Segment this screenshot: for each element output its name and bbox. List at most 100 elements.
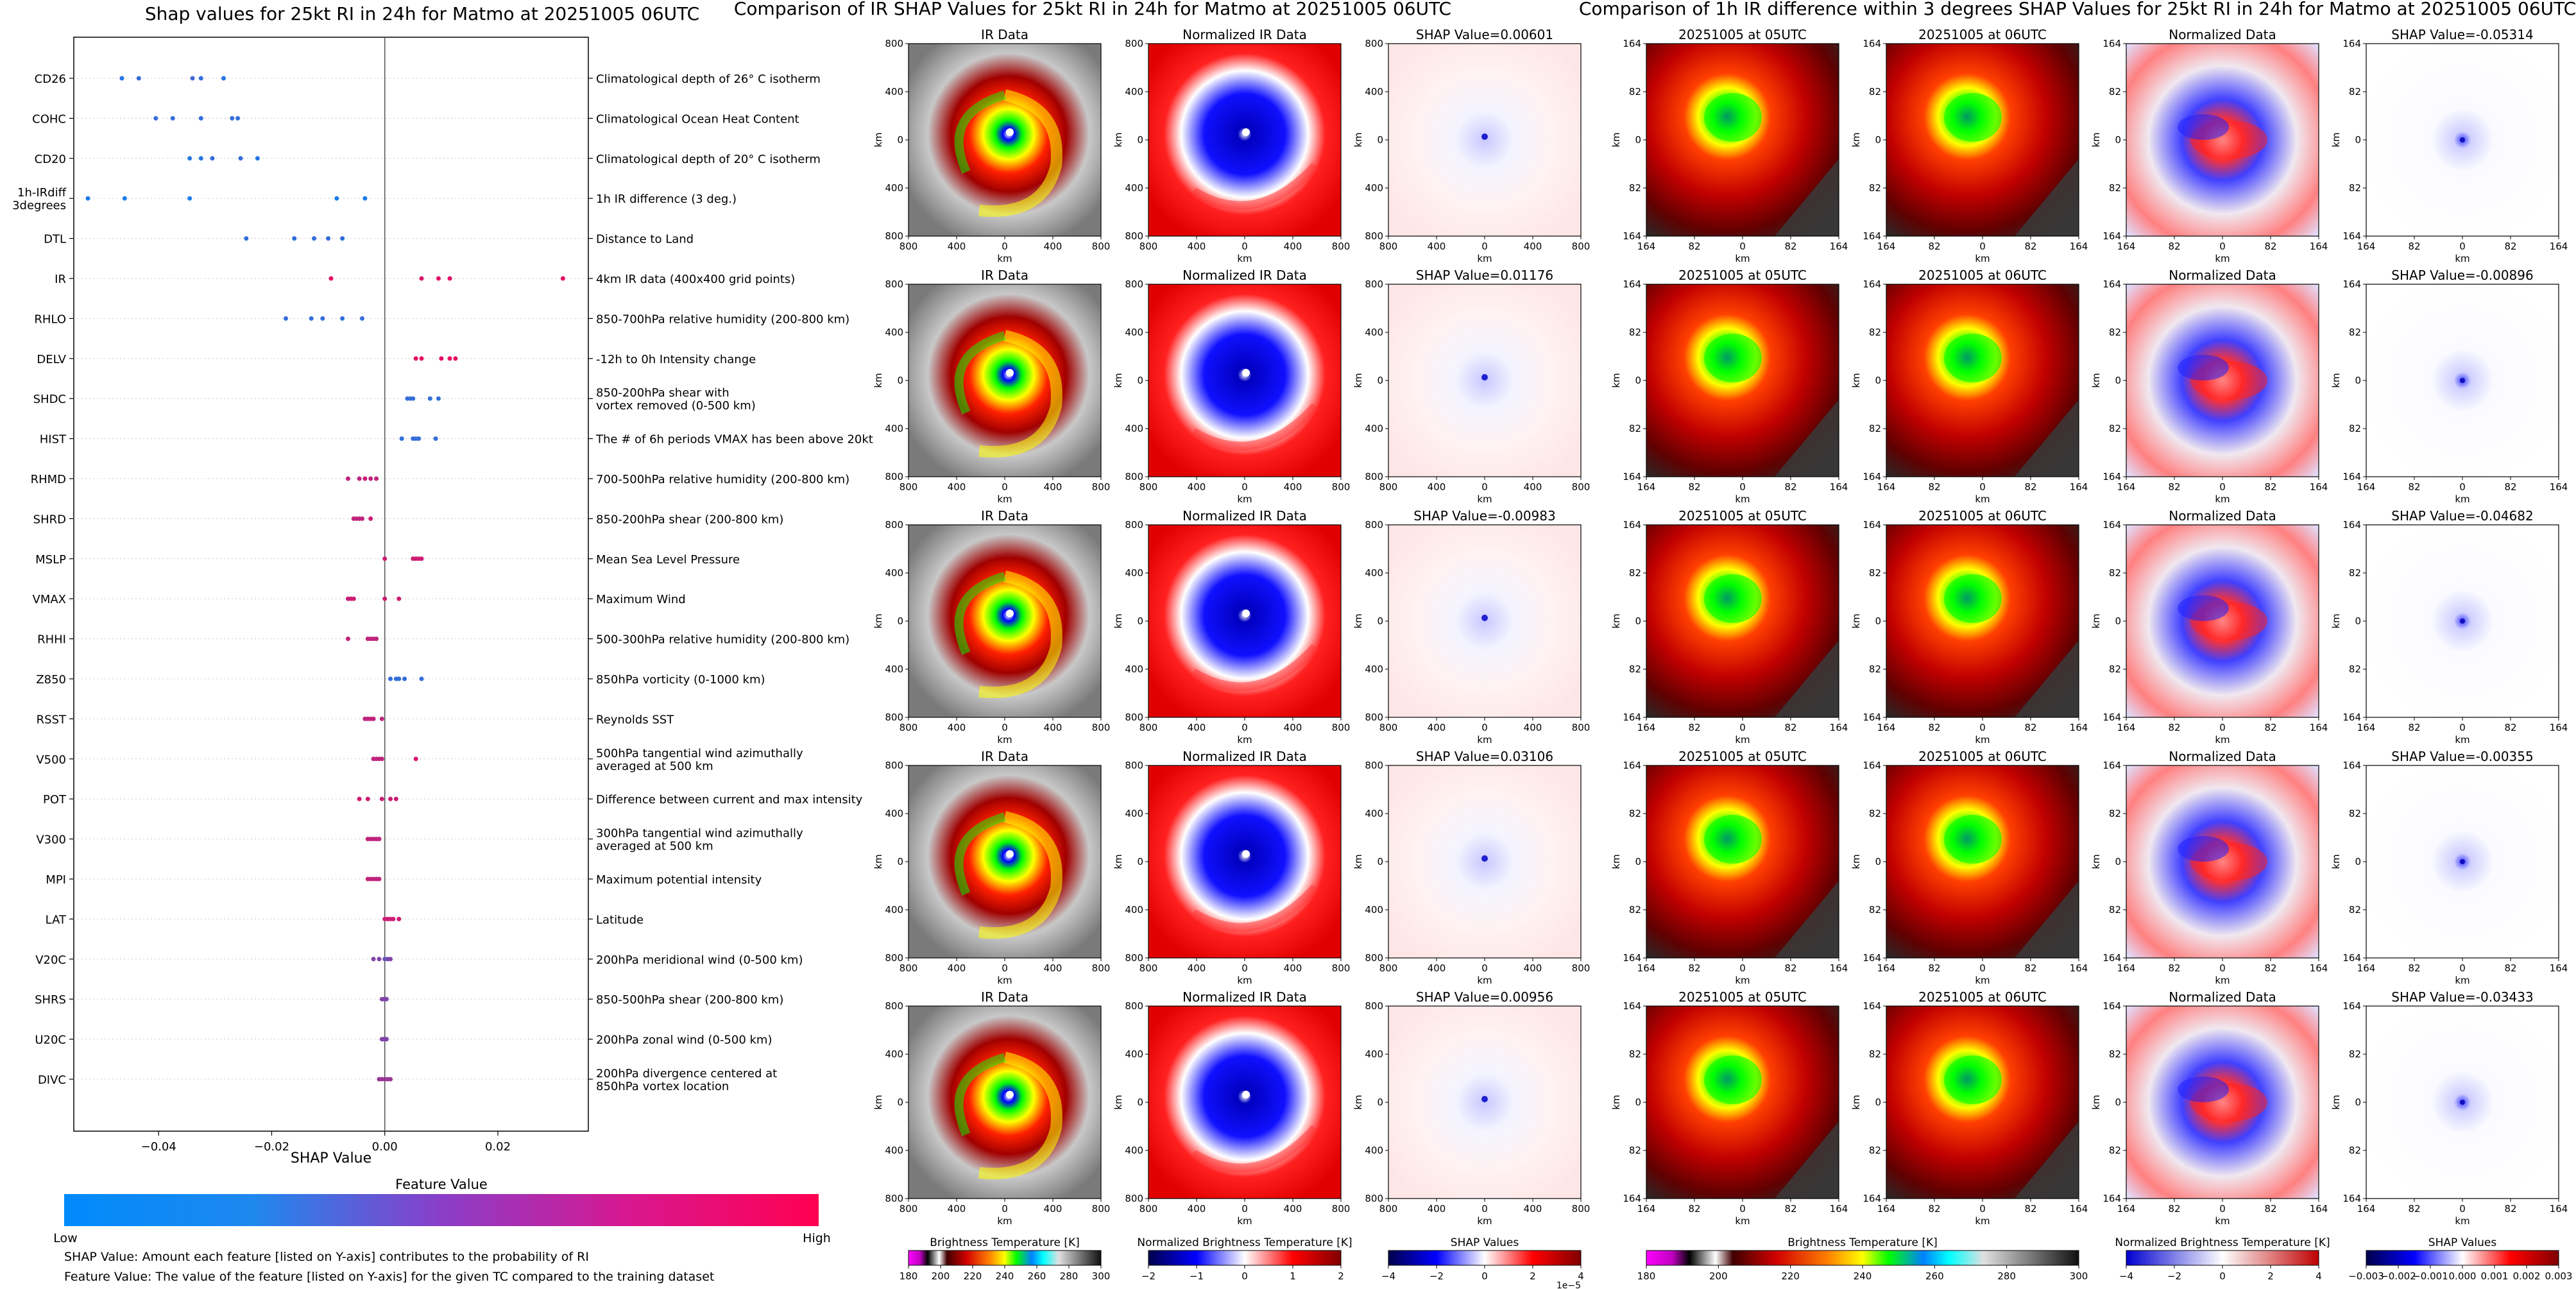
shap-point — [439, 356, 444, 361]
panel-title: Normalized IR Data — [1182, 508, 1307, 524]
panel-title: Normalized Data — [2169, 508, 2276, 524]
y-tick-label: 800 — [1125, 278, 1143, 290]
shap-point — [368, 476, 373, 481]
shap-point — [198, 156, 203, 161]
y-tick-label: 82 — [2109, 86, 2121, 98]
y-tick-label: 164 — [2342, 1193, 2361, 1204]
negative-region — [2178, 355, 2229, 380]
y-tick-label: 164 — [1623, 712, 1641, 723]
y-tick-label: 164 — [1623, 519, 1641, 531]
colorbar-tick-label: 0.000 — [2449, 1270, 2477, 1282]
x-axis-label: km — [2455, 493, 2469, 505]
shap-hotspot — [2460, 137, 2465, 142]
y-tick-label: 400 — [1125, 423, 1143, 434]
x-tick-label: 0 — [2459, 962, 2466, 974]
spiral-band — [1191, 162, 1319, 210]
colorbar-bar — [1646, 1250, 2079, 1266]
x-tick-label: 400 — [1428, 962, 1446, 974]
y-tick-label: 400 — [1125, 1048, 1143, 1060]
shap-point — [122, 196, 127, 201]
y-axis-label: km — [2090, 1095, 2102, 1109]
y-tick-label: 82 — [1629, 86, 1641, 98]
shap-point — [377, 876, 382, 882]
x-tick-label: 800 — [1332, 962, 1351, 974]
x-tick-label: 0 — [1979, 481, 1986, 493]
colorbar-tick-label: −4 — [1381, 1270, 1395, 1282]
x-tick-label: 164 — [2117, 962, 2136, 974]
x-tick-label: 400 — [1044, 241, 1062, 252]
storm-eye — [1242, 369, 1250, 377]
y-tick-label: 164 — [1623, 38, 1641, 49]
feature-code-label: IR — [55, 273, 66, 286]
x-tick-label: 400 — [1284, 241, 1302, 252]
x-tick-label: 800 — [1092, 962, 1111, 974]
x-tick-label: 164 — [2310, 722, 2328, 733]
colorbar-tick-label: 260 — [1925, 1270, 1944, 1282]
colorbar-tick-label: −2 — [1429, 1270, 1444, 1282]
feature-description-label: Distance to Land — [596, 233, 694, 246]
x-tick-label: 164 — [2310, 962, 2328, 974]
colorbar-tick-label: 2 — [2267, 1270, 2274, 1282]
shap-point — [388, 957, 393, 962]
panel-title: IR Data — [981, 749, 1028, 764]
x-tick-label: 800 — [1572, 1203, 1591, 1215]
y-tick-label: 0 — [2115, 375, 2121, 386]
shap-point — [391, 916, 396, 921]
x-tick-label: 400 — [1428, 1203, 1446, 1215]
y-tick-label: 82 — [2349, 86, 2361, 98]
feature-gridlines — [74, 78, 588, 1080]
x-tick-label: 164 — [1877, 241, 1896, 252]
panel-title: 20251005 at 06UTC — [1918, 268, 2047, 283]
feature-code-label: CD26 — [35, 73, 66, 86]
colorbar-tick-label: 220 — [964, 1270, 982, 1282]
panel-title: Normalized Data — [2169, 989, 2276, 1005]
x-tick-label: 164 — [2550, 1203, 2568, 1215]
negative-region — [2178, 595, 2229, 621]
shap-point — [560, 276, 565, 281]
x-axis-label: km — [1477, 975, 1492, 986]
colorbar-label: Normalized Brightness Temperature [K] — [1137, 1236, 1352, 1249]
x-tick-label: 400 — [1524, 722, 1542, 733]
y-tick-label: 0 — [2355, 615, 2361, 627]
x-axis-label: km — [1237, 1215, 1252, 1227]
x-tick-label: 82 — [2024, 241, 2036, 252]
shap-plot-frame — [73, 37, 589, 1132]
x-axis-label: km — [1975, 975, 1990, 986]
feature-description-label: Latitude — [596, 913, 644, 926]
y-axis-label: km — [873, 1095, 884, 1109]
cold-region — [2015, 1122, 2079, 1199]
y-tick-label: 400 — [885, 567, 903, 579]
y-tick-label: 164 — [1863, 230, 1881, 242]
spiral-band — [1191, 884, 1319, 932]
colorbar-tick-label: −0.003 — [2348, 1270, 2384, 1282]
x-tick-label: 400 — [948, 722, 966, 733]
x-axis-label: km — [1975, 493, 1990, 505]
colorbar-tick-label: 1 — [1290, 1270, 1296, 1282]
y-tick-label: 82 — [1629, 567, 1641, 579]
y-tick-label: 82 — [1629, 182, 1641, 194]
feature-description-label: The # of 6h periods VMAX has been above … — [595, 433, 873, 447]
y-tick-label: 800 — [1125, 1000, 1143, 1012]
x-tick-label: 82 — [1784, 722, 1796, 733]
colorbar-tick-label: 4 — [1578, 1270, 1584, 1282]
shap-point — [436, 276, 441, 281]
shap-point — [433, 436, 438, 441]
colorbar-label: Brightness Temperature [K] — [930, 1236, 1079, 1249]
y-tick-label: 82 — [1629, 663, 1641, 675]
x-tick-label: 82 — [1928, 241, 1940, 252]
x-tick-label: 0 — [2459, 1203, 2466, 1215]
y-tick-label: 400 — [1125, 904, 1143, 916]
spiral-band — [1191, 1125, 1319, 1173]
cold-region — [2015, 159, 2079, 236]
panel-title: SHAP Value=0.01176 — [1416, 268, 1553, 283]
y-axis-label: km — [1850, 1095, 1862, 1109]
y-tick-label: 800 — [885, 38, 903, 49]
y-tick-label: 164 — [1863, 712, 1881, 723]
x-axis-label: km — [1237, 493, 1252, 505]
